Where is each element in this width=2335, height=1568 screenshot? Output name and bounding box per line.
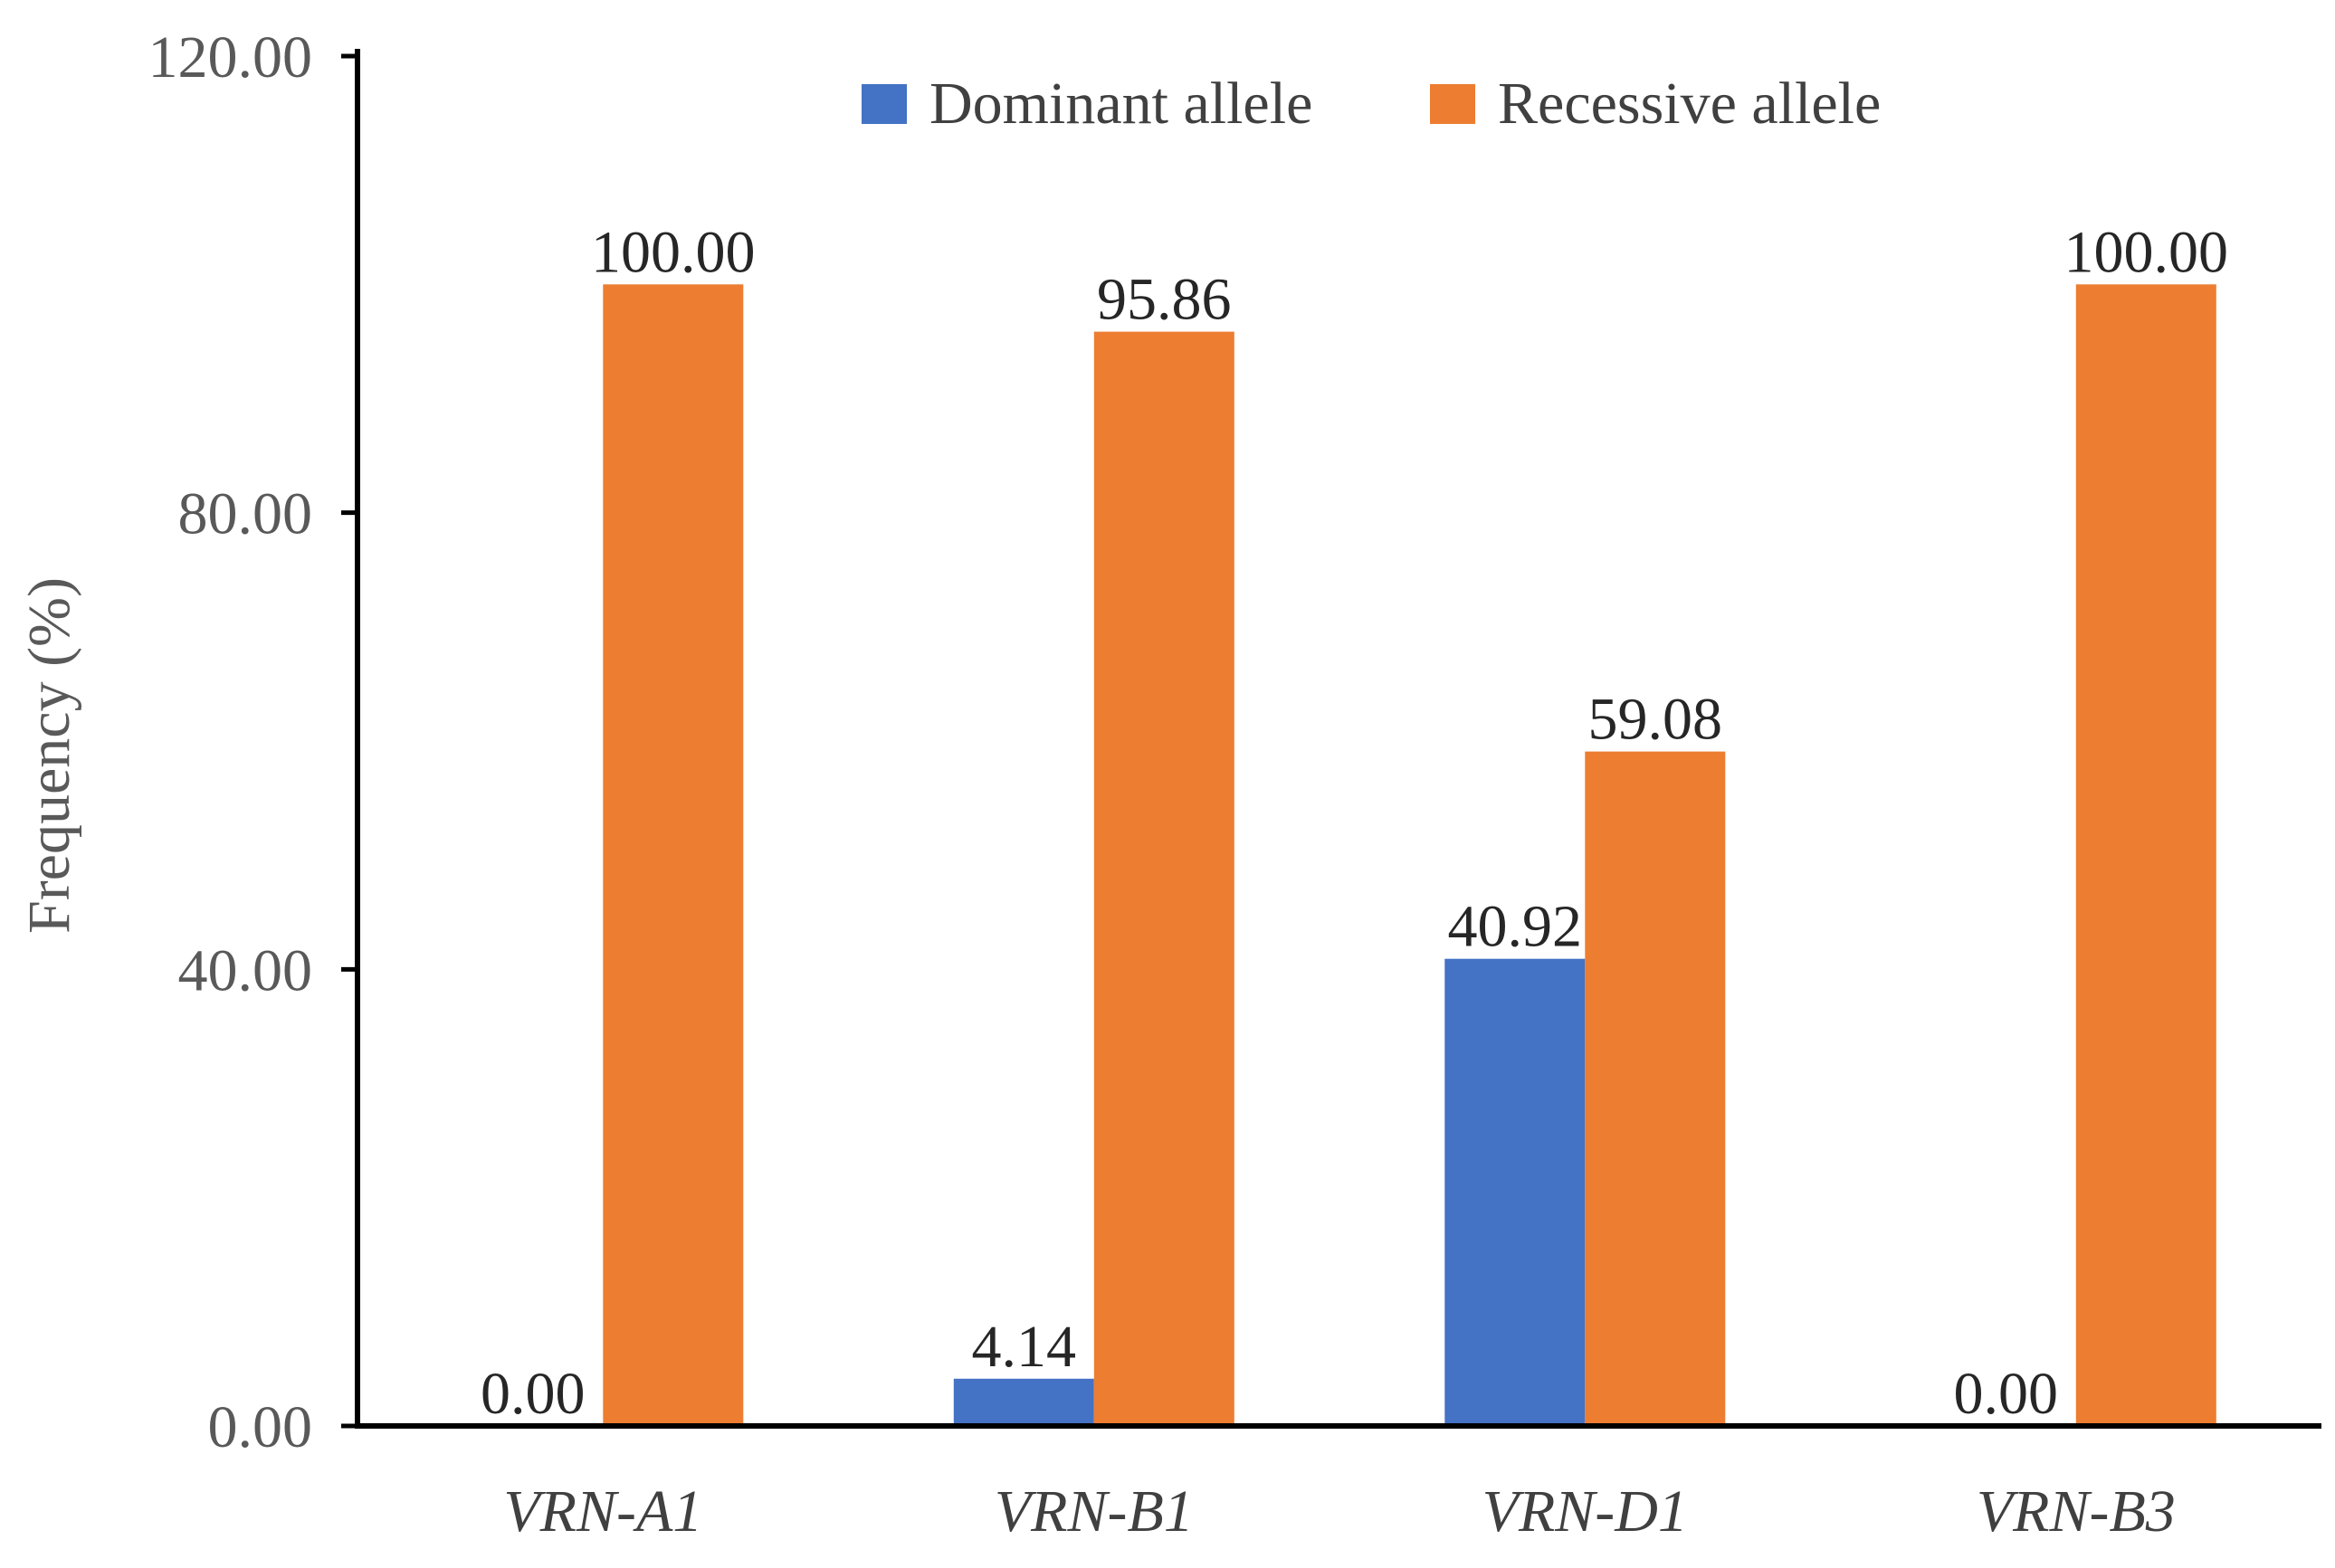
data-label: 95.86 (1097, 267, 1232, 333)
y-tick-label: 40.00 (178, 937, 313, 1003)
y-tick-label: 80.00 (178, 481, 313, 547)
data-label: 59.08 (1588, 687, 1723, 753)
data-label: 100.00 (2064, 219, 2229, 285)
x-category-label: VRN-B3 (1977, 1478, 2176, 1544)
legend-swatch (1430, 84, 1475, 124)
data-label: 4.14 (972, 1314, 1077, 1380)
x-category-label: VRN-A1 (503, 1478, 702, 1544)
x-category-label: VRN-D1 (1482, 1478, 1688, 1544)
axes-layer: 0.00 40.00 80.00 120.00 VRN-A1 VRN-B1 VRN-D1 VR… (148, 24, 2321, 1544)
bar-recessive-allele-vrn-d1 (1585, 751, 1726, 1426)
bar-dominant-allele-vrn-d1 (1444, 958, 1586, 1426)
bar-recessive-allele-vrn-a1 (603, 284, 744, 1426)
y-tick-label: 0.00 (208, 1394, 313, 1460)
bar-recessive-allele-vrn-b1 (1093, 331, 1234, 1427)
bar-dominant-allele-vrn-b1 (953, 1378, 1094, 1426)
legend-label: Recessive allele (1498, 71, 1881, 137)
data-label: 0.00 (1954, 1361, 2059, 1427)
y-tick-label: 120.00 (148, 24, 313, 90)
legend: Dominant allele Recessive allele (862, 71, 1881, 137)
data-labels-layer: 0.00 4.14 40.92 0.00 100.00 95.86 59.08 100.00 (481, 219, 2228, 1427)
data-label: 40.92 (1448, 894, 1583, 960)
legend-label: Dominant allele (929, 71, 1312, 137)
data-label: 0.00 (481, 1361, 586, 1427)
x-category-label: VRN-B1 (995, 1478, 1194, 1544)
legend-swatch (862, 84, 907, 124)
bars-layer (603, 284, 2216, 1427)
y-axis-title: Frequency (%) (16, 577, 82, 934)
bar-recessive-allele-vrn-b3 (2075, 284, 2216, 1426)
data-label: 100.00 (591, 219, 756, 285)
